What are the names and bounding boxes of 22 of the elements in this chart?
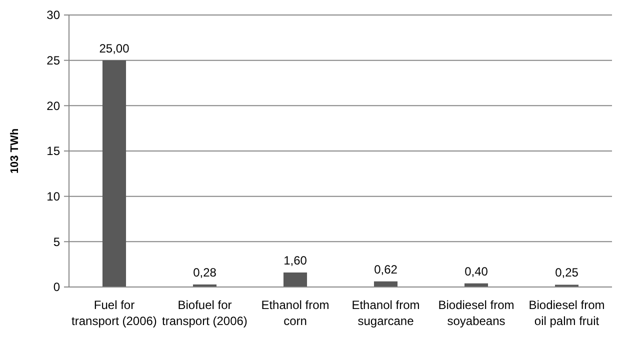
y-tick-label: 15 [46, 144, 60, 158]
bar [102, 60, 126, 287]
data-label: 1,60 [284, 253, 308, 268]
data-label: 0,62 [374, 262, 398, 276]
data-label: 25,00 [99, 41, 130, 56]
y-tick-label: 10 [46, 190, 60, 204]
bar [283, 272, 308, 287]
data-label: 0,28 [193, 265, 217, 280]
x-tick-label: Ethanol from corn [261, 298, 330, 328]
x-tick-label: Biodiesel from soyabeans [438, 298, 514, 328]
y-tick-label: 20 [46, 98, 60, 113]
x-tick-label: Biodiesel from oil palm fruit [528, 298, 605, 328]
x-tick-label: Fuel for transport (2006) [72, 298, 157, 328]
y-axis-title: 103 TWh [9, 128, 21, 174]
data-label: 0,25 [555, 266, 579, 280]
x-tick-label: Ethanol from sugarcane [352, 298, 420, 328]
y-tick-label: 30 [46, 8, 60, 22]
y-tick-label: 25 [46, 54, 60, 68]
y-tick-label: 5 [53, 234, 60, 249]
data-label: 0,40 [464, 264, 488, 278]
y-tick-label: 0 [53, 280, 60, 294]
x-tick-label: Biofuel for transport (2006) [162, 298, 248, 328]
